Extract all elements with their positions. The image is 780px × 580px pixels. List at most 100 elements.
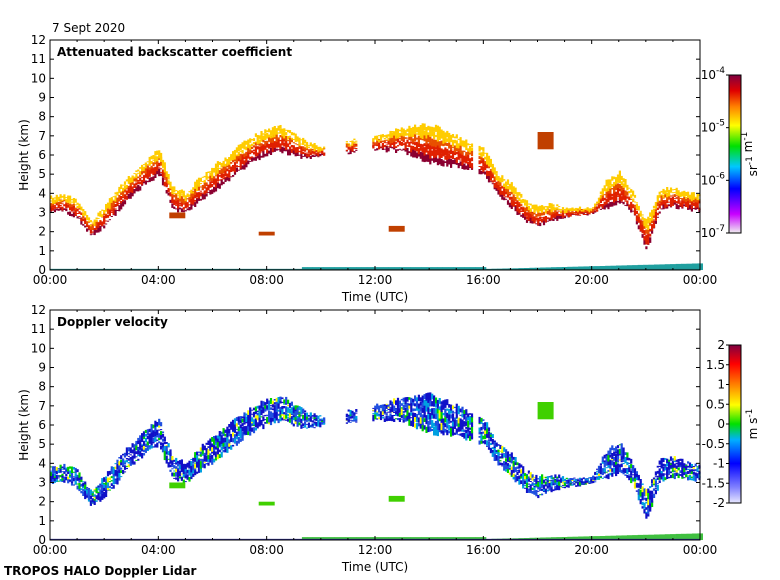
cloud-cell (582, 482, 585, 485)
cloud-cell (391, 407, 394, 412)
cloud-cell (393, 414, 396, 416)
cloud-cell (201, 458, 204, 461)
cloud-cell (158, 152, 161, 159)
cloud-cell (194, 188, 197, 195)
cloud-cell (436, 133, 439, 142)
cloud-cell (178, 197, 182, 202)
cloud-cell (213, 183, 216, 185)
cloud-cell (203, 192, 206, 200)
cloud-cell (67, 202, 70, 205)
cloud-cell (226, 426, 229, 433)
cloud-cell (178, 476, 182, 479)
cloud-cell (467, 143, 470, 146)
cloud-cell (319, 421, 322, 428)
cloud-cell (669, 471, 673, 474)
cloud-cell (239, 438, 242, 442)
cloud-cell (626, 191, 629, 196)
cloud-cell (216, 182, 219, 184)
cloud-cell (417, 417, 420, 423)
cloud-cell (687, 199, 690, 204)
cloud-cell (599, 475, 602, 478)
cloud-cell (192, 204, 195, 206)
cloud-cell (160, 429, 163, 431)
cloud-cell (275, 133, 278, 135)
cloud-cell (620, 454, 623, 461)
cloud-cell (228, 157, 231, 159)
cloud-cell (683, 204, 686, 207)
cloud-cell (601, 468, 604, 470)
cloud-cell (616, 449, 620, 456)
cloud-cell (169, 192, 172, 195)
cloud-cell (596, 470, 599, 472)
cloud-cell (396, 409, 400, 416)
cloud-cell (573, 477, 576, 479)
cloud-cell (594, 481, 597, 483)
cloud-cell (374, 149, 377, 151)
cloud-cell (222, 173, 225, 178)
cloud-cell (601, 194, 604, 198)
cloud-cell (558, 479, 561, 482)
cloud-cell (406, 412, 409, 421)
cloud-cell (296, 417, 299, 424)
cloud-cell (150, 161, 153, 164)
cloud-cell (116, 476, 119, 478)
cloud-cell (190, 203, 193, 210)
cloud-cell (630, 204, 633, 210)
cloud-cell (61, 199, 64, 203)
cloud-cell (269, 130, 273, 136)
cloud-cell (135, 186, 138, 192)
cloud-cell (448, 153, 451, 160)
cloud-cell (415, 137, 419, 140)
cloud-cell (654, 220, 657, 224)
cloud-cell (203, 452, 206, 456)
boundary-layer-cell (404, 537, 411, 540)
cloud-cell (499, 450, 502, 452)
boundary-layer-cell (648, 534, 655, 540)
cloud-cell (203, 454, 206, 462)
cloud-cell (127, 452, 130, 455)
cloud-cell (599, 204, 602, 207)
cloud-cell (389, 413, 392, 418)
cloud-cell (414, 408, 417, 411)
cloud-cell (203, 190, 206, 195)
cloud-cell (264, 144, 267, 150)
cloud-cell (415, 152, 419, 159)
cloud-cell (175, 193, 178, 195)
cloud-cell (256, 152, 259, 156)
cloud-cell (410, 404, 413, 413)
cloud-cell (525, 483, 529, 488)
cloud-cell (491, 172, 494, 175)
cloud-cell (537, 494, 540, 499)
cloud-cell (603, 203, 606, 210)
cloud-cell (554, 479, 557, 483)
cloud-cell (615, 450, 618, 454)
cloud-cell (522, 471, 525, 474)
cloud-cell (459, 421, 462, 429)
cloud-cell (67, 476, 70, 480)
cloud-cell (101, 485, 104, 491)
cloud-cell (379, 146, 383, 148)
cloud-cell (99, 483, 102, 485)
cloud-cell (607, 184, 610, 192)
cloud-cell (671, 192, 674, 194)
cloud-cell (123, 460, 127, 463)
cloud-cell (57, 470, 60, 473)
cloud-cell (688, 199, 692, 204)
cloud-cell (55, 197, 58, 203)
cloud-feature (169, 212, 186, 219)
cloud-cell (69, 470, 72, 474)
cloud-cell (101, 492, 104, 500)
cloud-cell (150, 442, 153, 446)
cloud-cell (180, 478, 183, 481)
cloud-cell (374, 142, 377, 144)
cloud-cell (51, 472, 55, 480)
cloud-cell (50, 470, 53, 472)
cloud-cell (158, 162, 161, 167)
cloud-cell (647, 488, 650, 493)
cloud-cell (527, 470, 530, 474)
cloud-cell (563, 209, 566, 210)
cloud-cell (469, 435, 472, 441)
cloud-cell (696, 200, 699, 208)
cloud-cell (651, 224, 654, 231)
cloud-cell (268, 134, 271, 138)
